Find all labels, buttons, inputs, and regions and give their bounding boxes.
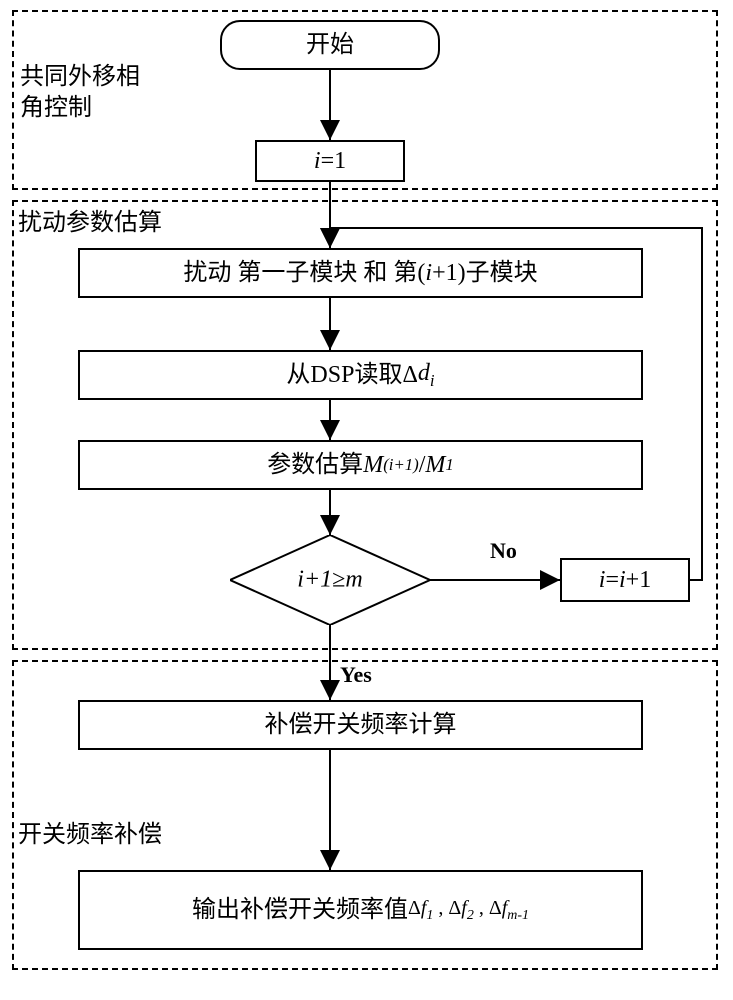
flowchart-canvas: 共同外移相角控制 扰动参数估算 开关频率补偿 开始 i=1 扰动 第一子模块 和… (0, 0, 733, 1000)
node-incr: i=i+1 (560, 558, 690, 602)
node-read: 从DSP读取Δdi (78, 350, 643, 400)
label-yes: Yes (340, 662, 372, 688)
region-3-label: 开关频率补偿 (18, 820, 162, 851)
node-decision: i+1≥m (230, 535, 430, 625)
node-est: 参数估算 M(i+1)/M1 (78, 440, 643, 490)
node-out: 输出补偿开关频率值Δf1 , Δf2 , Δfm-1 (78, 870, 643, 950)
label-no: No (490, 538, 517, 564)
decision-text: i+1≥m (230, 567, 430, 594)
node-start: 开始 (220, 20, 440, 70)
node-comp: 补偿开关频率计算 (78, 700, 643, 750)
region-1-label: 共同外移相角控制 (20, 62, 150, 124)
node-perturb: 扰动 第一子模块 和 第(i+1)子模块 (78, 248, 643, 298)
region-2-label: 扰动参数估算 (18, 208, 162, 239)
node-init: i=1 (255, 140, 405, 182)
